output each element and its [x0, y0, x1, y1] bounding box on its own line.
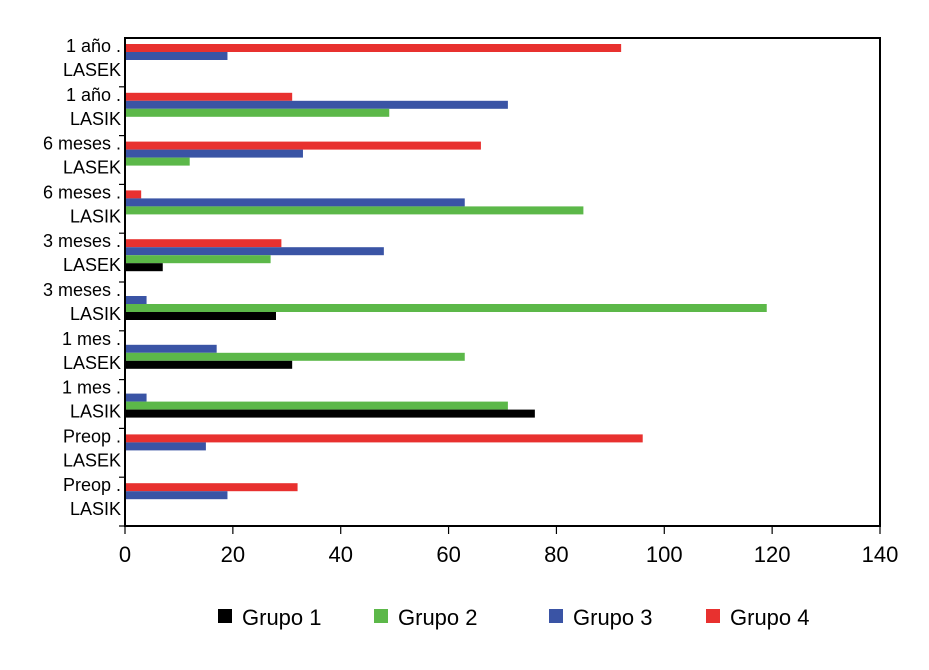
bar-grupo-2-4	[125, 255, 271, 264]
category-label-line1-0: 1 año .	[66, 36, 121, 56]
legend-swatch-3	[549, 609, 563, 623]
bar-grupo-3-8	[125, 442, 206, 451]
bar-grupo-3-4	[125, 247, 384, 256]
x-tick-label-2: 40	[328, 542, 352, 567]
bar-grupo-1-7	[125, 409, 535, 418]
bars-layer	[125, 44, 767, 500]
x-tick-label-4: 80	[544, 542, 568, 567]
bar-grupo-4-8	[125, 434, 643, 443]
category-label-line1-3: 6 meses .	[43, 182, 121, 202]
category-label-line1-2: 6 meses .	[43, 134, 121, 154]
bar-grupo-2-1	[125, 108, 390, 117]
legend-swatch-2	[374, 609, 388, 623]
x-tick-label-7: 140	[862, 542, 899, 567]
x-tick-label-0: 0	[119, 542, 131, 567]
x-tick-label-3: 60	[436, 542, 460, 567]
category-label-line2-1: LASIK	[70, 109, 121, 129]
bar-grupo-3-0	[125, 52, 228, 60]
bar-grupo-4-2	[125, 141, 481, 150]
bar-grupo-2-3	[125, 206, 584, 215]
legend-label-3: Grupo 3	[573, 605, 653, 630]
legend: Grupo 1 Grupo 2 Grupo 3 Grupo 4	[218, 605, 810, 630]
bar-grupo-2-6	[125, 352, 465, 361]
bar-grupo-3-2	[125, 149, 303, 158]
bar-grupo-3-3	[125, 198, 465, 207]
category-label-line1-8: Preop .	[63, 426, 121, 446]
bar-grupo-4-0	[125, 44, 622, 52]
bar-grupo-3-7	[125, 393, 147, 402]
axes-layer	[119, 37, 881, 534]
legend-label-2: Grupo 2	[398, 605, 478, 630]
bar-grupo-3-5	[125, 296, 147, 304]
category-label-line2-7: LASIK	[70, 402, 121, 422]
category-label-line2-2: LASEK	[63, 158, 121, 178]
category-label-line2-6: LASEK	[63, 353, 121, 373]
category-label-line2-0: LASEK	[63, 60, 121, 80]
bar-grupo-2-5	[125, 304, 767, 312]
legend-label-1: Grupo 1	[242, 605, 322, 630]
x-tick-label-6: 120	[754, 542, 791, 567]
category-label-line2-8: LASEK	[63, 450, 121, 470]
category-label-line1-9: Preop .	[63, 475, 121, 495]
category-label-line1-1: 1 año .	[66, 85, 121, 105]
x-tick-label-1: 20	[221, 542, 245, 567]
legend-label-4: Grupo 4	[730, 605, 810, 630]
category-label-line1-6: 1 mes .	[62, 329, 121, 349]
bar-grupo-4-9	[125, 483, 298, 492]
category-label-line2-9: LASIK	[70, 499, 121, 519]
category-label-line1-4: 3 meses .	[43, 231, 121, 251]
bar-grupo-3-1	[125, 100, 508, 109]
category-label-line2-4: LASEK	[63, 255, 121, 275]
bar-grupo-2-7	[125, 401, 508, 410]
bar-grupo-4-1	[125, 92, 293, 101]
x-tick-label-5: 100	[646, 542, 683, 567]
category-label-line1-5: 3 meses .	[43, 280, 121, 300]
category-label-line2-5: LASIK	[70, 304, 121, 324]
bar-grupo-4-3	[125, 190, 142, 199]
bar-grupo-3-6	[125, 344, 217, 353]
bar-grupo-1-5	[125, 312, 276, 320]
x-tick-labels: 0 20 40 60 80 100 120 140	[119, 542, 898, 567]
bar-grupo-4-4	[125, 239, 282, 248]
category-label-line2-3: LASIK	[70, 206, 121, 226]
category-label-line1-7: 1 mes .	[62, 378, 121, 398]
category-labels: 1 año . LASEK 1 año . LASIK 6 meses . LASEK 6 …	[43, 36, 121, 519]
bar-grupo-1-4	[125, 263, 163, 272]
bar-grupo-3-9	[125, 491, 228, 500]
bar-grupo-2-2	[125, 157, 190, 166]
legend-swatch-4	[706, 609, 720, 623]
bar-grupo-1-6	[125, 360, 293, 369]
legend-swatch-1	[218, 609, 232, 623]
